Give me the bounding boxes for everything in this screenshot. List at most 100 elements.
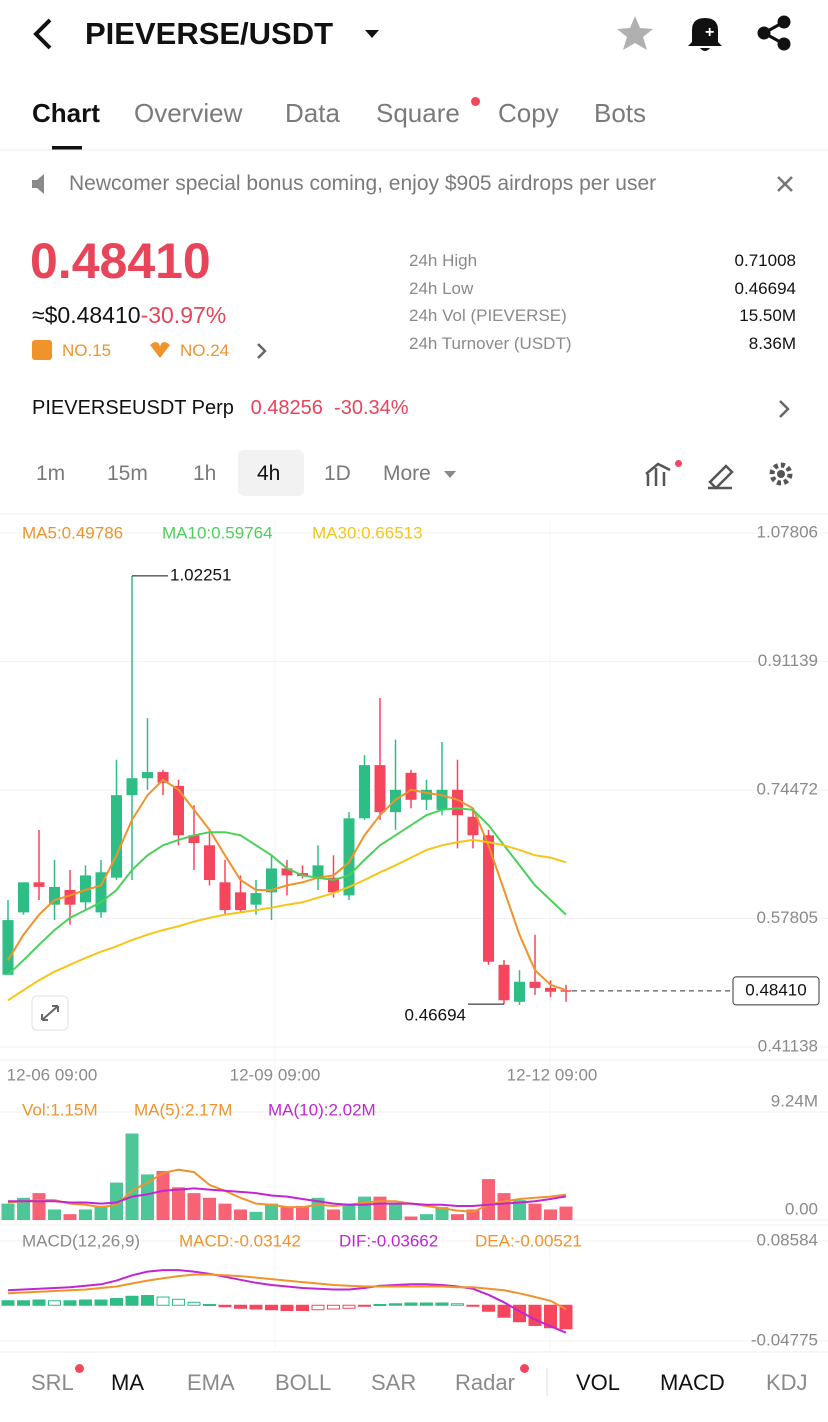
notification-dot <box>675 460 682 467</box>
timeframe[interactable]: 15m <box>107 462 148 485</box>
indicator-tab[interactable]: VOL <box>576 1370 621 1395</box>
time-label: 12-09 09:00 <box>230 1065 321 1084</box>
macd-bar <box>156 1296 170 1306</box>
perp-change: -30.34% <box>334 397 409 419</box>
volume-bar <box>32 1193 46 1220</box>
notification-dot <box>75 1364 84 1373</box>
candle-body <box>545 987 556 992</box>
candle-body <box>421 789 432 800</box>
stat-value: 0.71008 <box>734 251 796 270</box>
back-icon[interactable] <box>33 18 52 50</box>
close-icon[interactable] <box>777 176 793 192</box>
macd-bar <box>373 1304 387 1307</box>
rank[interactable]: NO.24 <box>180 341 230 360</box>
settings-icon[interactable] <box>769 462 793 486</box>
stat-value: 0.46694 <box>734 279 796 298</box>
macd-bar <box>265 1304 278 1311</box>
indicator-tab[interactable]: EMA <box>187 1370 235 1395</box>
candle-body <box>467 816 479 836</box>
macd-bar <box>125 1295 139 1306</box>
volume-bar <box>79 1209 92 1220</box>
timeframe[interactable]: 1D <box>324 462 351 485</box>
volume-bar <box>513 1200 526 1220</box>
candle-body <box>235 892 246 911</box>
macd-bar <box>1 1300 15 1306</box>
chevron-icon[interactable] <box>779 400 790 418</box>
y-tick-label: 0.57805 <box>757 908 818 927</box>
macd-bar <box>32 1299 46 1306</box>
indicator-tab[interactable]: MACD <box>660 1370 725 1395</box>
tab[interactable]: Overview <box>134 98 243 128</box>
legend-label: MA10:0.59764 <box>162 523 273 542</box>
expand-icon[interactable] <box>41 1005 59 1021</box>
legend-label: MA5:0.49786 <box>22 523 123 542</box>
rank[interactable]: NO.15 <box>62 341 112 360</box>
indicator-line <box>7 1168 567 1213</box>
alert-icon[interactable] <box>688 18 722 51</box>
candle-body <box>436 789 448 810</box>
macd-bar <box>203 1304 216 1307</box>
favorite-icon[interactable] <box>617 16 653 50</box>
timeframe-selected[interactable] <box>238 450 304 496</box>
candle-body <box>142 772 153 779</box>
volume-bar <box>17 1197 30 1220</box>
indicator-tab[interactable]: KDJ <box>766 1370 808 1395</box>
settings-icon[interactable] <box>777 470 785 478</box>
volume-bar <box>528 1203 542 1220</box>
macd-bar <box>559 1304 573 1330</box>
candle-body <box>281 868 293 876</box>
volume-bar <box>265 1203 278 1220</box>
banner-text[interactable]: Newcomer special bonus coming, enjoy $90… <box>69 172 657 195</box>
candle-body <box>157 772 169 783</box>
volume-bar <box>435 1207 449 1220</box>
tab[interactable]: Data <box>285 98 340 128</box>
low-label: 0.46694 <box>405 1006 466 1025</box>
macd-bar <box>466 1304 480 1307</box>
price-change: -30.97% <box>140 302 227 328</box>
indicator-tab[interactable]: MA <box>111 1370 144 1395</box>
volume-bar <box>110 1182 123 1220</box>
legend-label: MA(10):2.02M <box>268 1100 376 1119</box>
timeframe[interactable]: 1m <box>36 462 66 485</box>
indicator-tab[interactable]: BOLL <box>275 1370 332 1395</box>
high-label: 1.02251 <box>170 565 231 584</box>
tab[interactable]: Bots <box>594 98 647 128</box>
volume-bar <box>187 1193 201 1220</box>
legend-title: MACD(12,26,9) <box>22 1231 140 1250</box>
candle-body <box>250 893 262 905</box>
candle-body <box>560 990 572 992</box>
y-tick-label: 0.41138 <box>758 1036 818 1055</box>
volume-bar <box>63 1214 77 1220</box>
indicator-tab[interactable]: SAR <box>371 1370 417 1395</box>
indicator-tab[interactable]: SRL <box>31 1370 74 1395</box>
timeframe[interactable]: More <box>383 462 431 485</box>
volume-bar <box>203 1197 216 1220</box>
macd-bar <box>187 1301 201 1306</box>
candle-body <box>33 882 45 887</box>
time-label: 12-12 09:00 <box>507 1065 598 1084</box>
macd-bar <box>280 1304 294 1311</box>
tab[interactable]: Copy <box>498 98 559 128</box>
candle-body <box>514 981 525 1002</box>
volume-bar <box>466 1209 480 1220</box>
candle-body <box>64 890 76 905</box>
share-icon[interactable] <box>757 15 791 51</box>
tab[interactable]: Square <box>376 98 460 128</box>
macd-bar <box>435 1302 449 1306</box>
perp-row[interactable]: PIEVERSEUSDT Perp 0.48256 -30.34% <box>32 397 409 420</box>
indicator-icon[interactable] <box>645 462 671 486</box>
indicator-tab[interactable]: Radar <box>455 1370 515 1395</box>
pair-title[interactable]: PIEVERSE/USDT <box>85 16 334 51</box>
timeframe[interactable]: 1h <box>193 462 217 485</box>
chevron-icon[interactable] <box>257 343 267 359</box>
tab[interactable]: Chart <box>32 98 100 128</box>
pair-dropdown-icon[interactable] <box>365 30 379 38</box>
macd-bar <box>141 1295 154 1306</box>
macd-bar <box>63 1300 77 1306</box>
y-tick-label: 9.24M <box>771 1091 818 1110</box>
timeframe[interactable]: 4h <box>257 462 281 485</box>
draw-icon[interactable] <box>708 464 734 490</box>
y-tick-label: 0.74472 <box>757 779 818 798</box>
candle-body <box>343 818 355 896</box>
more-caret[interactable] <box>444 471 456 478</box>
